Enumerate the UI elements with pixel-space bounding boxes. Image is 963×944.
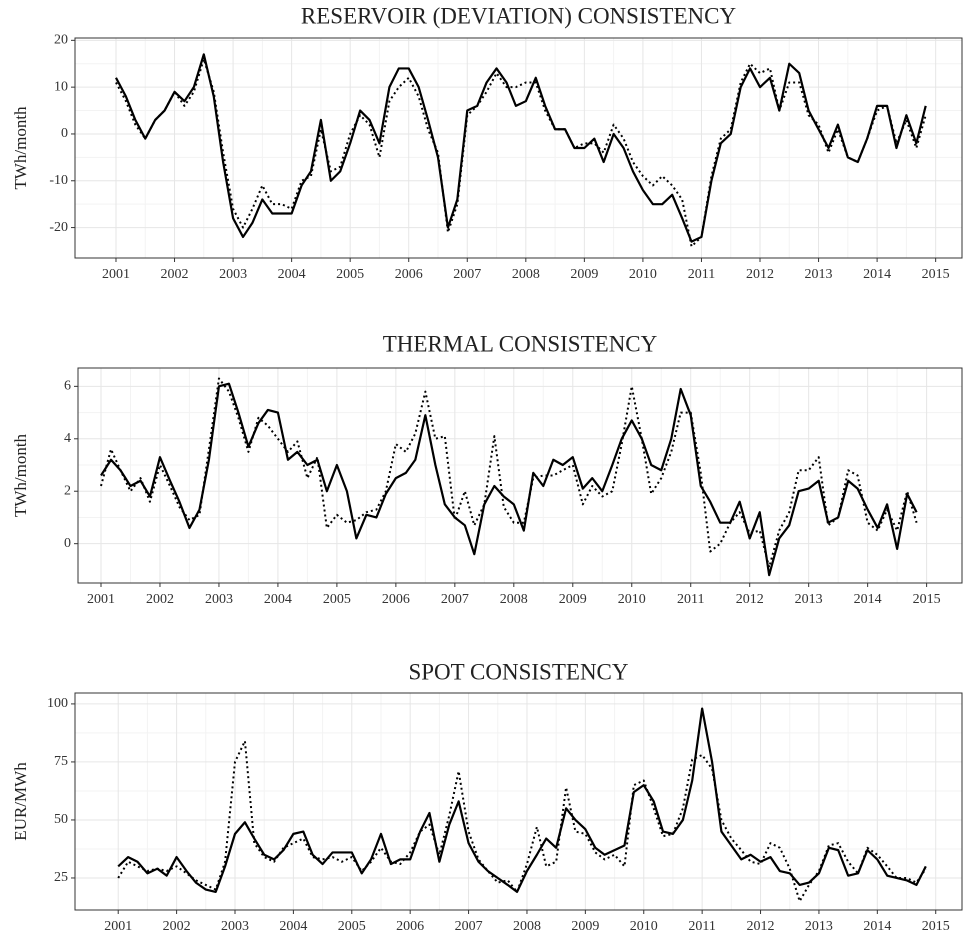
series-line xyxy=(100,382,918,577)
x-tick-label: 2009 xyxy=(559,592,587,607)
x-tick-label: 2007 xyxy=(453,267,481,282)
x-tick-label: 2005 xyxy=(336,267,364,282)
x-tick-label: 2013 xyxy=(805,919,833,934)
x-tick-label: 2003 xyxy=(219,267,247,282)
panel: RESERVOIR (DEVIATION) CONSISTENCY TWh/mon… xyxy=(11,3,963,282)
x-tick-label: 2010 xyxy=(629,267,657,282)
x-tick-label: 2009 xyxy=(570,267,598,282)
panel: THERMAL CONSISTENCY TWh/month 0 2 4 6 2001 2002… xyxy=(11,331,963,607)
y-axis-label: EUR/MWh xyxy=(11,762,30,841)
plot-border xyxy=(74,37,963,259)
x-tick-label: 2008 xyxy=(512,267,540,282)
y-tick-label: 50 xyxy=(54,812,68,827)
x-tick-label: 2006 xyxy=(396,919,424,934)
x-tick-label: 2005 xyxy=(338,919,366,934)
y-tick-label: -20 xyxy=(49,220,68,235)
x-tick-label: 2010 xyxy=(630,919,658,934)
y-tick-label: 6 xyxy=(64,379,71,394)
x-tick-label: 2006 xyxy=(395,267,423,282)
x-tick-label: 2002 xyxy=(161,267,189,282)
x-tick-label: 2014 xyxy=(863,267,891,282)
y-tick-label: 25 xyxy=(54,870,68,885)
series-line xyxy=(115,53,927,243)
plot-background xyxy=(75,693,962,910)
y-tick-label: 75 xyxy=(54,754,68,769)
x-tick-label: 2012 xyxy=(746,267,774,282)
y-tick-label: 0 xyxy=(61,126,68,141)
y-tick-label: 4 xyxy=(64,431,71,446)
y-tick-label: 2 xyxy=(64,483,71,498)
x-tick-label: 2013 xyxy=(795,592,823,607)
x-tick-label: 2002 xyxy=(146,592,174,607)
x-tick-label: 2004 xyxy=(278,267,306,282)
plot-background xyxy=(78,368,962,583)
x-tick-label: 2004 xyxy=(279,919,307,934)
panel: SPOT CONSISTENCY EUR/MWh 25 50 75 100 2001 2002… xyxy=(11,659,963,934)
x-tick-label: 2011 xyxy=(688,919,715,934)
y-tick-label: 0 xyxy=(64,536,71,551)
chart-title: SPOT CONSISTENCY xyxy=(408,659,628,684)
x-tick-label: 2001 xyxy=(104,919,132,934)
x-tick-label: 2001 xyxy=(87,592,115,607)
plot-background xyxy=(75,38,962,258)
x-tick-label: 2010 xyxy=(618,592,646,607)
x-tick-label: 2004 xyxy=(264,592,292,607)
x-tick-label: 2012 xyxy=(747,919,775,934)
x-tick-label: 2014 xyxy=(854,592,882,607)
x-tick-label: 2013 xyxy=(805,267,833,282)
y-axis-label: TWh/month xyxy=(11,433,30,517)
chart-title: RESERVOIR (DEVIATION) CONSISTENCY xyxy=(301,3,737,28)
x-tick-label: 2015 xyxy=(922,267,950,282)
y-tick-label: 20 xyxy=(54,33,68,48)
x-tick-label: 2014 xyxy=(863,919,891,934)
x-tick-label: 2003 xyxy=(221,919,249,934)
x-tick-label: 2003 xyxy=(205,592,233,607)
series-line xyxy=(117,740,927,903)
x-tick-label: 2008 xyxy=(513,919,541,934)
x-tick-label: 2012 xyxy=(736,592,764,607)
x-tick-label: 2006 xyxy=(382,592,410,607)
plot-border xyxy=(74,692,963,911)
x-tick-label: 2005 xyxy=(323,592,351,607)
x-tick-label: 2015 xyxy=(922,919,950,934)
y-tick-label: 10 xyxy=(54,79,68,94)
x-tick-label: 2015 xyxy=(913,592,941,607)
x-tick-label: 2011 xyxy=(688,267,715,282)
x-tick-label: 2002 xyxy=(163,919,191,934)
x-tick-label: 2007 xyxy=(455,919,483,934)
plot-border xyxy=(77,367,963,584)
x-tick-label: 2011 xyxy=(677,592,704,607)
y-tick-label: -10 xyxy=(49,173,68,188)
x-tick-label: 2007 xyxy=(441,592,469,607)
series-line xyxy=(100,377,918,569)
x-tick-label: 2001 xyxy=(102,267,130,282)
chart-title: THERMAL CONSISTENCY xyxy=(383,331,658,356)
y-axis-label: TWh/month xyxy=(11,106,30,190)
x-tick-label: 2009 xyxy=(571,919,599,934)
series-line xyxy=(115,58,927,248)
y-tick-label: 100 xyxy=(47,696,68,711)
x-tick-label: 2008 xyxy=(500,592,528,607)
